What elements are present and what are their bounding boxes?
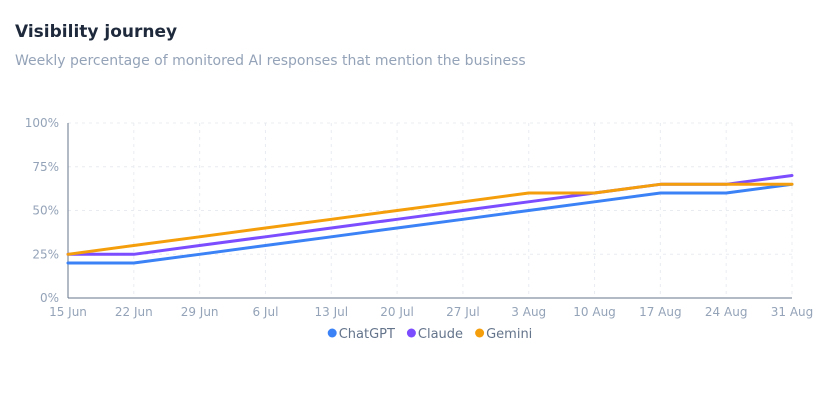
legend-label: Gemini [486,327,532,342]
x-tick-label: 17 Aug [639,305,682,319]
legend-label: Claude [418,327,463,342]
legend-item-claude[interactable]: Claude [406,327,463,342]
legend: ChatGPT Claude Gemini [327,327,532,342]
y-tick-label: 0% [40,291,59,305]
axis-layer: 0% 25% 50% 75% 100% 15 Jun 22 Jun 29 Jun 6 Jul 13… [25,116,814,319]
x-tick-label: 29 Jun [181,305,219,319]
x-tick-label: 20 Jul [380,305,414,319]
x-tick-label: 13 Jul [314,305,348,319]
y-tick-label: 100% [25,116,59,130]
x-tick-label: 10 Aug [573,305,616,319]
legend-label: ChatGPT [339,327,395,342]
legend-marker [327,328,337,338]
x-tick-label: 22 Jun [115,305,153,319]
legend-item-gemini[interactable]: Gemini [475,327,532,342]
x-tick-label: 31 Aug [771,305,814,319]
legend-item-chatgpt[interactable]: ChatGPT [327,327,395,342]
series-line-chatgpt[interactable] [66,182,794,265]
x-tick-label: 3 Aug [511,305,546,319]
grid-layer [67,122,793,299]
x-tick-label: 15 Jun [49,305,87,319]
legend-marker [475,328,485,338]
legend-marker [406,328,416,338]
x-tick-label: 27 Jul [446,305,480,319]
y-tick-label: 75% [32,160,59,174]
series-line-gemini[interactable] [66,182,794,256]
series-line-claude[interactable] [66,174,794,256]
x-tick-label: 24 Aug [705,305,748,319]
y-tick-label: 50% [32,204,59,218]
x-tick-label: 6 Jul [252,305,278,319]
chart-title: Visibility journey [15,22,178,42]
series-layer [66,174,794,265]
y-tick-label: 25% [32,247,59,261]
chart-subtitle: Weekly percentage of monitored AI respon… [15,53,526,69]
